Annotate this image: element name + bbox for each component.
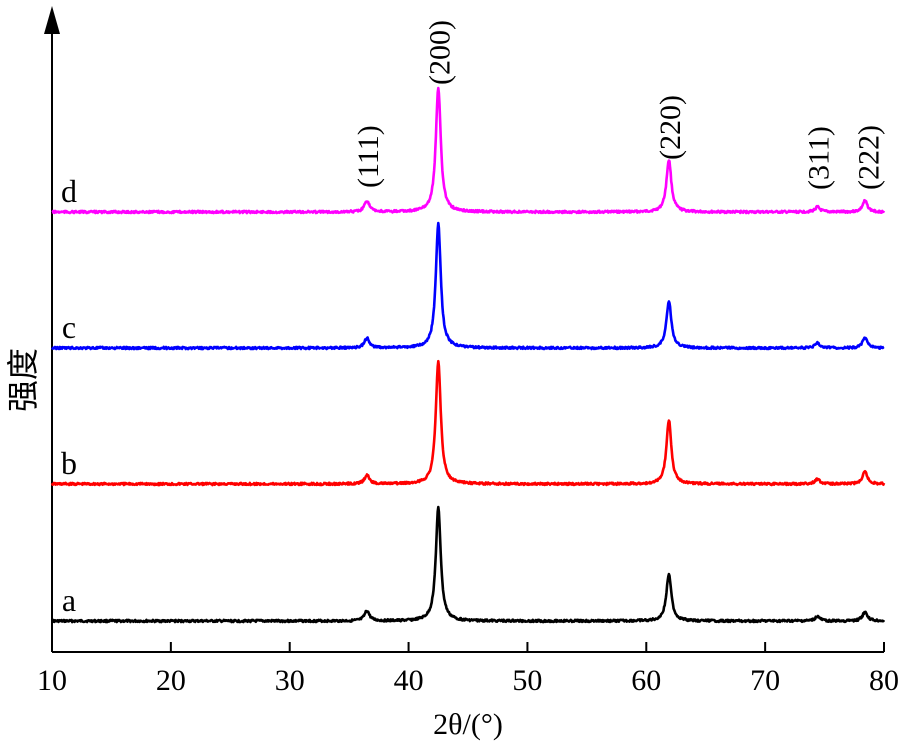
trace-label-b: b: [61, 445, 77, 481]
x-tick-label: 80: [869, 664, 899, 697]
x-axis-label: 2θ/(°): [433, 708, 503, 741]
x-ticks: 10 20 30 40 50 60 70 80: [37, 642, 899, 697]
peak-annotation: (220): [654, 95, 687, 160]
trace-label-d: d: [61, 173, 77, 209]
trace-labels: a b c d: [61, 173, 77, 618]
x-tick-label: 60: [631, 664, 661, 697]
trace-label-a: a: [62, 582, 76, 618]
x-tick-label: 70: [750, 664, 780, 697]
peak-annotation: (111): [352, 125, 385, 188]
peak-annotation: (200): [424, 20, 457, 85]
y-axis-arrow: [44, 6, 60, 34]
peak-annotations: (111) (200) (220) (311) (222): [352, 20, 885, 190]
trace-b: [50, 359, 886, 487]
x-tick-label: 30: [275, 664, 305, 697]
trace-d: [51, 86, 886, 215]
y-axis-label: 强度: [5, 348, 41, 412]
trace-label-c: c: [62, 309, 76, 345]
x-tick-label: 50: [512, 664, 542, 697]
peak-annotation: (311): [803, 126, 836, 190]
traces: [50, 86, 886, 624]
x-tick-label: 20: [156, 664, 186, 697]
axes: [44, 6, 884, 653]
trace-c: [50, 221, 885, 351]
x-tick-label: 10: [37, 664, 67, 697]
x-tick-label: 40: [394, 664, 424, 697]
trace-a: [51, 505, 886, 624]
peak-annotation: (222): [853, 125, 886, 190]
